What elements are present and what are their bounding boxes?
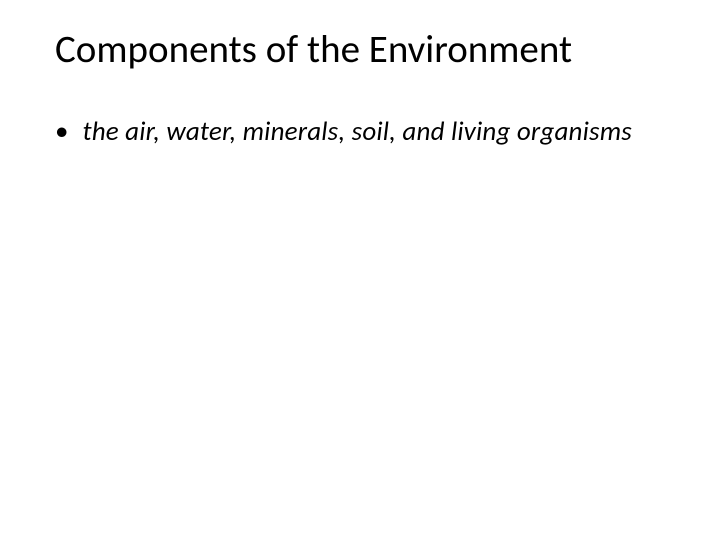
bullet-text: the air, water, minerals, soil, and livi… bbox=[82, 115, 632, 149]
slide: Components of the Environment • the air,… bbox=[0, 0, 720, 540]
slide-content: • the air, water, minerals, soil, and li… bbox=[0, 91, 720, 149]
bullet-item: • the air, water, minerals, soil, and li… bbox=[55, 115, 665, 149]
slide-title: Components of the Environment bbox=[0, 0, 720, 91]
bullet-marker: • bbox=[55, 115, 68, 149]
